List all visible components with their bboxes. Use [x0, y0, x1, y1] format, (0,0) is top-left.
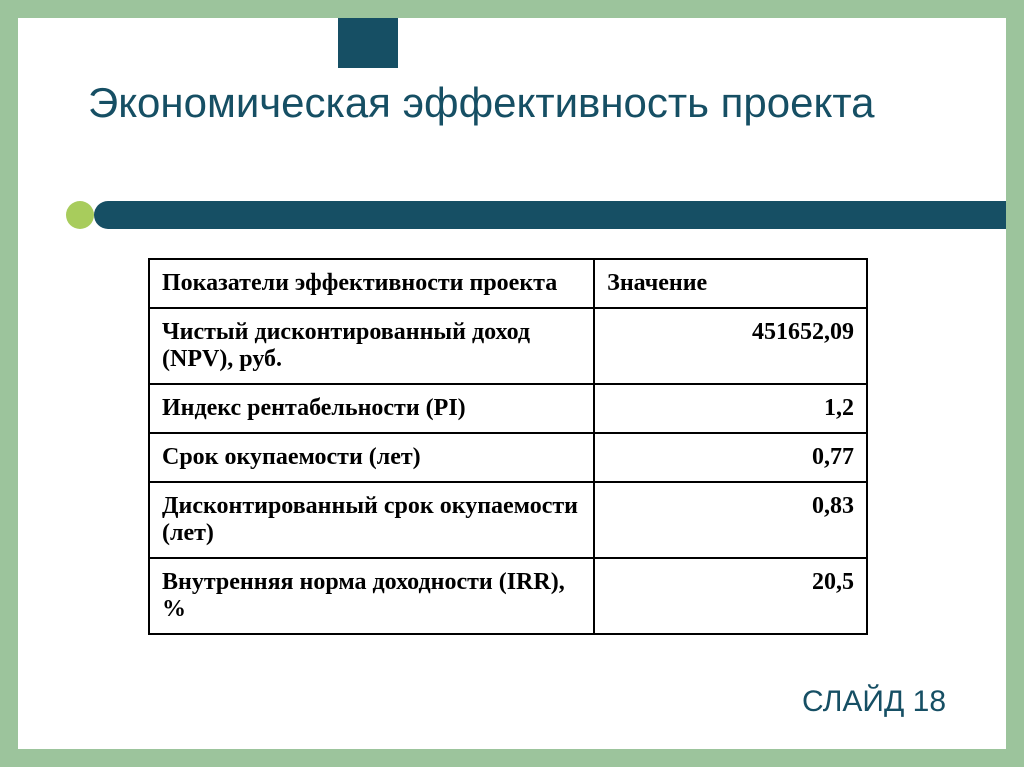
- table-cell-label: Чистый дисконтированный доход (NPV), руб…: [149, 308, 594, 384]
- efficiency-table-container: Показатели эффективности проектаЗначение…: [148, 258, 868, 635]
- table-row: Дисконтированный срок окупаемости (лет)0…: [149, 482, 867, 558]
- slide-container: Экономическая эффективность проекта Пока…: [18, 18, 1006, 749]
- table-row: Индекс рентабельности (PI)1,2: [149, 384, 867, 433]
- table-cell-label: Дисконтированный срок окупаемости (лет): [149, 482, 594, 558]
- title-area: Экономическая эффективность проекта: [88, 78, 956, 128]
- table-cell-value: 1,2: [594, 384, 867, 433]
- slide-number: СЛАЙД 18: [802, 685, 946, 719]
- slide-title: Экономическая эффективность проекта: [88, 78, 956, 128]
- divider-bar: [94, 201, 1006, 229]
- table-cell-value: 0,77: [594, 433, 867, 482]
- table-cell-value: 451652,09: [594, 308, 867, 384]
- table-cell-label: Индекс рентабельности (PI): [149, 384, 594, 433]
- table-header-row: Показатели эффективности проектаЗначение: [149, 259, 867, 308]
- accent-bar-top: [338, 18, 398, 68]
- table-row: Чистый дисконтированный доход (NPV), руб…: [149, 308, 867, 384]
- table-cell-label: Внутренняя норма доходности (IRR), %: [149, 558, 594, 634]
- table-header-value: Значение: [594, 259, 867, 308]
- table-row: Срок окупаемости (лет)0,77: [149, 433, 867, 482]
- table-cell-value: 0,83: [594, 482, 867, 558]
- efficiency-table: Показатели эффективности проектаЗначение…: [148, 258, 868, 635]
- table-header-label: Показатели эффективности проекта: [149, 259, 594, 308]
- table-cell-label: Срок окупаемости (лет): [149, 433, 594, 482]
- bullet-icon: [66, 201, 94, 229]
- table-row: Внутренняя норма доходности (IRR), %20,5: [149, 558, 867, 634]
- table-cell-value: 20,5: [594, 558, 867, 634]
